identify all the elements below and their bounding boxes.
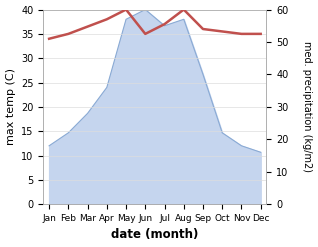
Y-axis label: med. precipitation (kg/m2): med. precipitation (kg/m2) (302, 41, 313, 172)
Y-axis label: max temp (C): max temp (C) (5, 68, 16, 145)
X-axis label: date (month): date (month) (111, 228, 198, 242)
